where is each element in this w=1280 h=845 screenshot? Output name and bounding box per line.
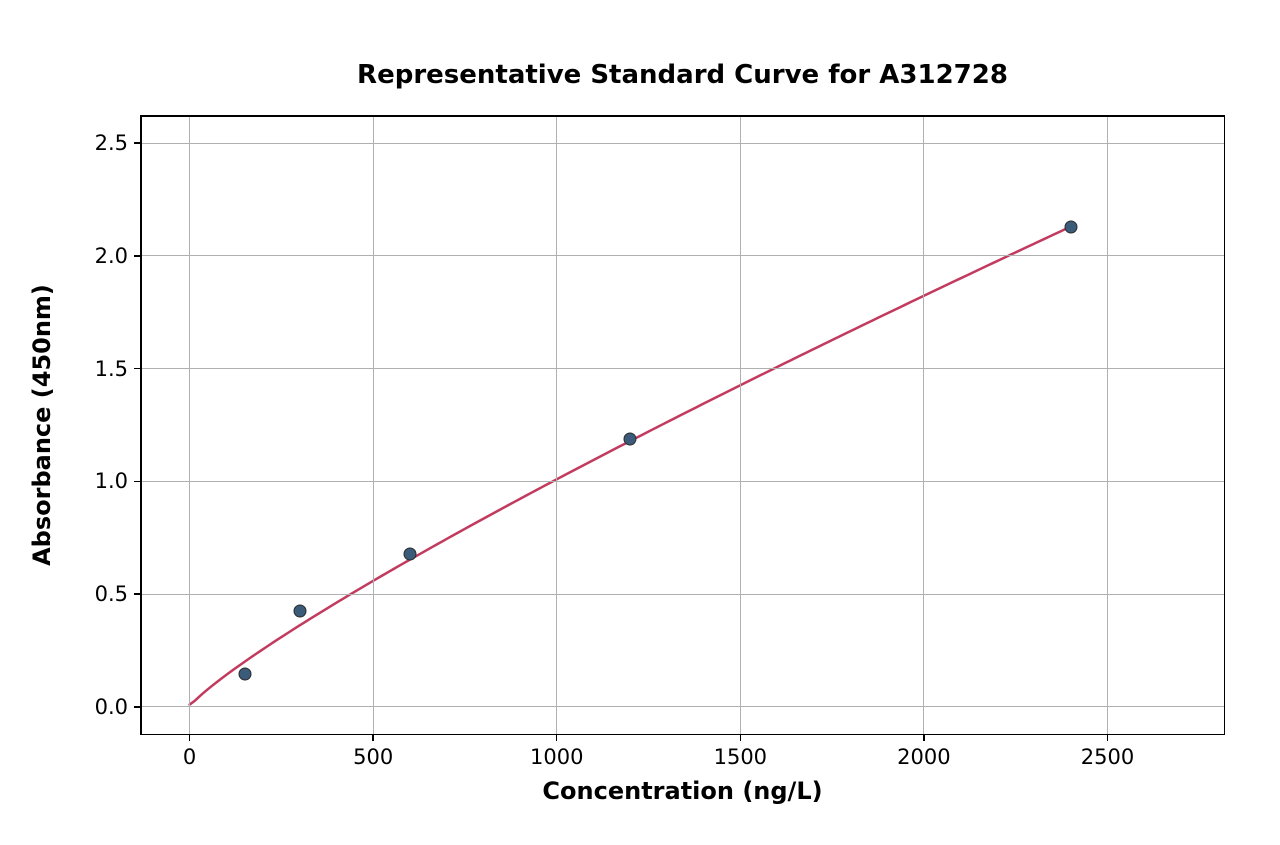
- y-tick-label: 0.5: [95, 582, 128, 606]
- x-tick: [556, 735, 558, 741]
- grid-line-horizontal: [140, 143, 1225, 144]
- data-point: [403, 547, 416, 560]
- data-point: [238, 668, 251, 681]
- y-tick-label: 2.0: [95, 244, 128, 268]
- grid-line-vertical: [556, 115, 557, 735]
- x-tick-label: 1500: [714, 745, 767, 769]
- grid-line-vertical: [189, 115, 190, 735]
- x-axis-title: Concentration (ng/L): [542, 777, 822, 805]
- y-axis-title: Absorbance (450nm): [28, 284, 56, 566]
- grid-line-vertical: [1107, 115, 1108, 735]
- y-tick-label: 2.5: [95, 131, 128, 155]
- x-tick-label: 2500: [1081, 745, 1134, 769]
- x-tick-label: 500: [353, 745, 393, 769]
- chart-title: Representative Standard Curve for A31272…: [357, 60, 1008, 90]
- grid-line-horizontal: [140, 594, 1225, 595]
- x-tick: [372, 735, 374, 741]
- grid-line-horizontal: [140, 481, 1225, 482]
- spine-top: [140, 115, 1225, 117]
- x-tick-label: 2000: [897, 745, 950, 769]
- x-tick: [923, 735, 925, 741]
- grid-line-vertical: [740, 115, 741, 735]
- y-tick: [134, 142, 140, 144]
- data-point: [624, 432, 637, 445]
- spine-left: [140, 115, 142, 735]
- spine-right: [1224, 115, 1226, 735]
- curve-path: [190, 227, 1071, 705]
- grid-line-horizontal: [140, 255, 1225, 256]
- grid-line-horizontal: [140, 368, 1225, 369]
- x-tick: [189, 735, 191, 741]
- grid-line-vertical: [923, 115, 924, 735]
- y-tick: [134, 593, 140, 595]
- y-tick: [134, 481, 140, 483]
- y-tick-label: 1.5: [95, 357, 128, 381]
- spine-bottom: [140, 734, 1225, 736]
- grid-line-vertical: [373, 115, 374, 735]
- data-point: [1064, 220, 1077, 233]
- fitted-curve: [140, 115, 1225, 735]
- data-point: [293, 605, 306, 618]
- x-tick-label: 1000: [530, 745, 583, 769]
- x-tick-label: 0: [183, 745, 196, 769]
- figure: Representative Standard Curve for A31272…: [0, 0, 1280, 845]
- y-tick-label: 0.0: [95, 695, 128, 719]
- x-tick: [1107, 735, 1109, 741]
- plot-area: [140, 115, 1225, 735]
- y-tick: [134, 368, 140, 370]
- x-tick: [740, 735, 742, 741]
- y-tick: [134, 706, 140, 708]
- grid-line-horizontal: [140, 706, 1225, 707]
- y-tick: [134, 255, 140, 257]
- y-tick-label: 1.0: [95, 469, 128, 493]
